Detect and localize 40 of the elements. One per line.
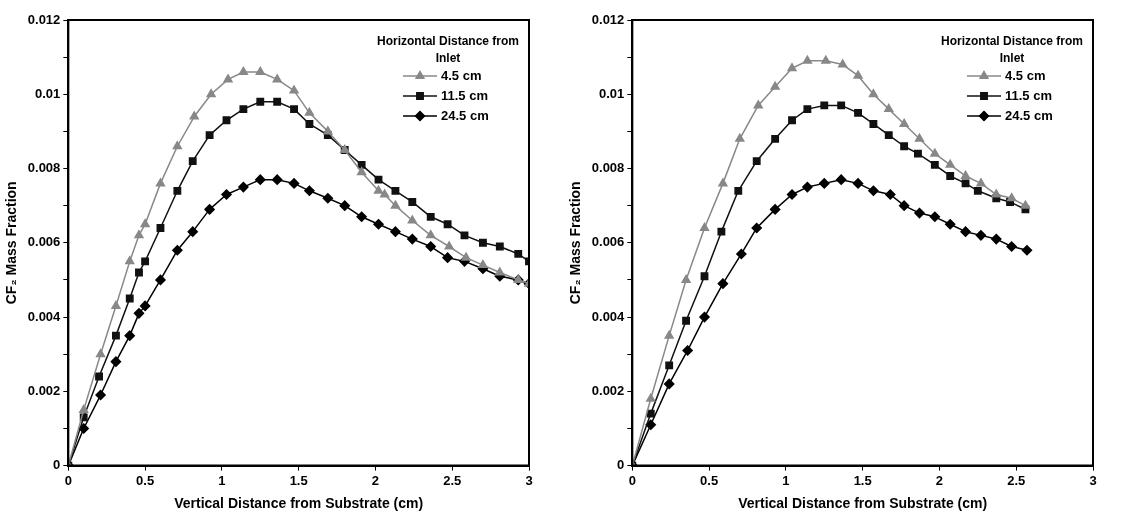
y-tick-label: 0.006 bbox=[591, 234, 625, 250]
x-tick-label: 1.5 bbox=[853, 472, 872, 488]
x-tick-label: 2.5 bbox=[1007, 472, 1026, 488]
y-axis-title: CF₂ Mass Fraction bbox=[3, 181, 20, 305]
x-tick-label: 2 bbox=[371, 472, 380, 488]
legend-label: 11.5 cm bbox=[1005, 87, 1052, 103]
y-tick-label: 0.01 bbox=[35, 85, 61, 101]
y-tick-label: 0.012 bbox=[27, 11, 61, 27]
x-tick-label: 1 bbox=[782, 472, 790, 488]
y-tick-label: 0.006 bbox=[27, 234, 61, 250]
legend-label: 24.5 cm bbox=[1005, 107, 1053, 123]
y-tick-label: 0.008 bbox=[591, 160, 625, 176]
x-tick-label: 1.5 bbox=[289, 472, 308, 488]
y-tick-label: 0 bbox=[53, 457, 61, 473]
x-tick-label: 0.5 bbox=[136, 472, 155, 488]
y-tick-label: 0.004 bbox=[27, 308, 62, 324]
legend-label: 11.5 cm bbox=[441, 87, 488, 103]
y-tick-label: 0.012 bbox=[591, 11, 625, 27]
x-axis-title: Vertical Distance from Substrate (cm) bbox=[738, 495, 988, 512]
y-tick-label: 0.002 bbox=[591, 382, 625, 398]
y-tick-label: 0.008 bbox=[27, 160, 61, 176]
y-tick-label: 0.002 bbox=[27, 382, 61, 398]
y-tick-label: 0.004 bbox=[591, 308, 626, 324]
x-tick-label: 3 bbox=[525, 472, 533, 488]
x-tick-label: 3 bbox=[1089, 472, 1097, 488]
y-axis-title: CF₂ Mass Fraction bbox=[567, 181, 584, 305]
legend-label: 4.5 cm bbox=[1005, 67, 1046, 83]
legend-title: Horizontal Distance from Inlet bbox=[940, 34, 1084, 66]
x-tick-label: 1 bbox=[218, 472, 226, 488]
legend-title: Horizontal Distance from Inlet bbox=[376, 34, 520, 66]
legend-label: 24.5 cm bbox=[441, 107, 489, 123]
x-tick-label: 2 bbox=[935, 472, 944, 488]
y-tick-label: 0 bbox=[617, 457, 625, 473]
x-tick-label: 0 bbox=[628, 472, 636, 488]
x-tick-label: 0 bbox=[64, 472, 72, 488]
legend-label: 4.5 cm bbox=[441, 67, 482, 83]
y-tick-label: 0.01 bbox=[599, 85, 625, 101]
x-tick-label: 0.5 bbox=[700, 472, 719, 488]
x-tick-label: 2.5 bbox=[443, 472, 462, 488]
x-axis-title: Vertical Distance from Substrate (cm) bbox=[174, 495, 424, 512]
